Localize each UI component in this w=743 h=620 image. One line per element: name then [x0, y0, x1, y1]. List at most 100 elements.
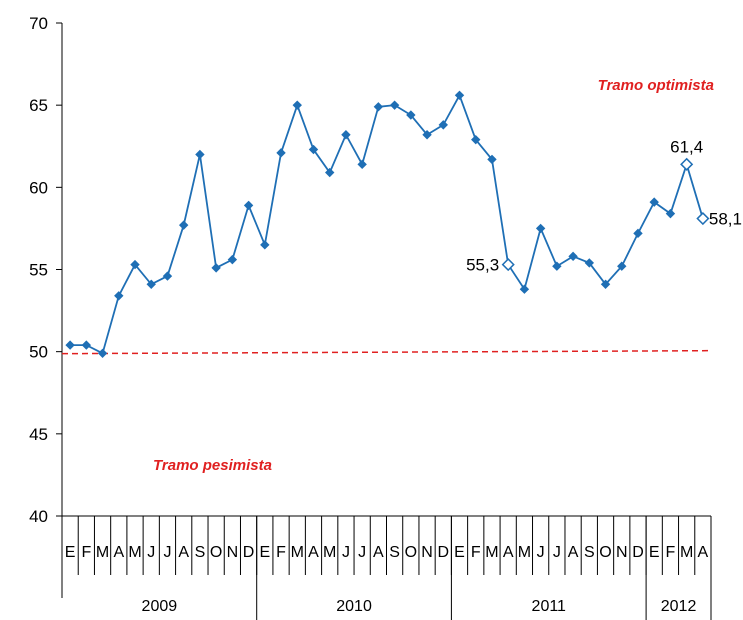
month-label: A: [308, 544, 319, 561]
data-point: [487, 154, 497, 165]
data-point: [519, 284, 530, 294]
annotation-optimista: Tramo optimista: [598, 77, 714, 94]
month-label: O: [210, 544, 222, 561]
month-label: A: [178, 544, 189, 561]
data-labels-group: 55,3 61,4 58,1: [466, 137, 742, 274]
y-axis-ticks: 40 45 50 55 60 65 70: [29, 14, 62, 526]
data-point: [617, 261, 627, 271]
month-label: M: [96, 544, 109, 561]
data-point: [501, 258, 515, 272]
data-point: [649, 197, 659, 207]
reference-line-50: [61, 349, 712, 355]
reference-line-group: [61, 349, 712, 355]
month-label: M: [128, 544, 141, 561]
data-point: [696, 211, 710, 226]
month-label: D: [632, 544, 644, 561]
data-point: [97, 348, 108, 359]
month-label: S: [195, 544, 206, 561]
data-point: [325, 167, 335, 178]
data-point: [146, 279, 156, 289]
y-tick-label: 45: [29, 425, 48, 444]
month-label: J: [553, 544, 561, 561]
y-tick-label: 70: [29, 14, 48, 33]
data-point: [633, 228, 643, 239]
data-point: [535, 223, 546, 234]
data-point: [292, 100, 302, 110]
data-point: [81, 340, 92, 350]
series-group: [65, 90, 710, 359]
data-point: [454, 90, 465, 101]
y-tick-label: 50: [29, 343, 48, 362]
data-point: [373, 102, 384, 112]
month-label: F: [81, 544, 91, 561]
month-label: S: [389, 544, 400, 561]
month-label: A: [373, 544, 384, 561]
month-label: D: [243, 544, 255, 561]
data-point: [195, 149, 205, 160]
data-point: [471, 134, 481, 145]
axes: [61, 23, 711, 598]
data-point: [162, 271, 173, 281]
data-point: [308, 144, 319, 155]
data-point: [227, 254, 238, 265]
data-label: 58,1: [709, 210, 742, 229]
month-label: F: [666, 544, 676, 561]
month-label: J: [342, 544, 350, 561]
year-label: 2010: [336, 598, 372, 615]
month-label: D: [438, 544, 450, 561]
year-label: 2011: [532, 598, 567, 615]
month-label: M: [485, 544, 498, 561]
month-label: A: [113, 544, 124, 561]
month-label: A: [698, 544, 709, 561]
data-point: [178, 220, 189, 230]
month-label: M: [291, 544, 304, 561]
month-label: J: [358, 544, 366, 561]
month-label: E: [454, 544, 465, 561]
year-label: 2009: [142, 598, 178, 615]
data-point: [130, 259, 140, 270]
data-point: [406, 110, 416, 120]
month-label: J: [147, 544, 155, 561]
series-line: [70, 93, 704, 355]
month-label: N: [227, 544, 239, 561]
annotation-pesimista: Tramo pesimista: [153, 457, 272, 474]
month-label: E: [65, 544, 76, 561]
y-tick-label: 65: [29, 96, 48, 115]
month-label: M: [518, 544, 531, 561]
month-label: A: [503, 544, 514, 561]
month-label: M: [323, 544, 336, 561]
data-point: [438, 120, 448, 130]
data-point: [552, 261, 562, 271]
month-label: E: [259, 544, 270, 561]
month-label: E: [649, 544, 660, 561]
data-point: [680, 157, 694, 171]
month-label: M: [680, 544, 693, 561]
data-point: [568, 251, 578, 262]
data-point: [665, 208, 676, 219]
data-point: [243, 200, 254, 211]
year-label: 2012: [661, 598, 697, 615]
data-label: 55,3: [466, 256, 499, 275]
month-label: J: [163, 544, 171, 561]
data-point: [389, 100, 400, 110]
y-tick-label: 55: [29, 261, 48, 280]
y-tick-label: 40: [29, 507, 48, 526]
data-point: [276, 148, 286, 158]
month-label: J: [537, 544, 545, 561]
data-label: 61,4: [670, 137, 703, 156]
month-label: F: [276, 544, 286, 561]
month-label: S: [584, 544, 595, 561]
data-point: [260, 240, 270, 250]
month-label: N: [421, 544, 433, 561]
annotations-group: Tramo optimista Tramo pesimista: [153, 77, 714, 474]
month-label: F: [471, 544, 481, 561]
data-point: [357, 159, 367, 170]
y-tick-label: 60: [29, 178, 48, 197]
data-point: [584, 258, 595, 268]
data-point: [65, 340, 75, 350]
data-point: [341, 130, 351, 140]
data-point: [114, 291, 124, 301]
data-point: [422, 130, 432, 140]
